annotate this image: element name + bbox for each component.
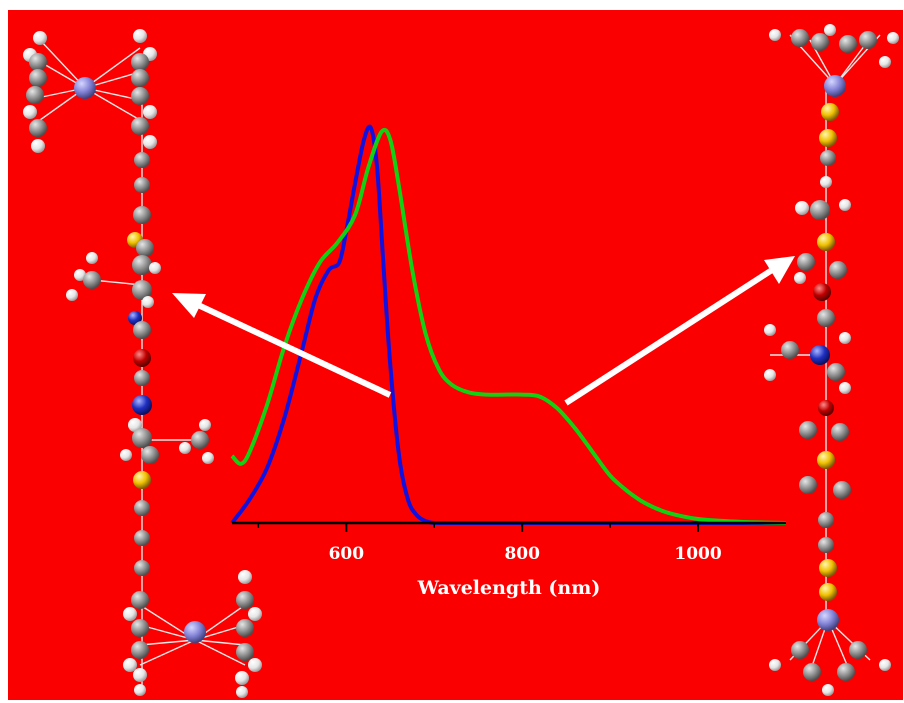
series-line — [230, 127, 787, 525]
metal-atom-icon — [824, 75, 846, 97]
series-2 — [230, 127, 787, 525]
tick-layer: 600 800 1000 — [257, 523, 722, 564]
x-tick-label: 600 — [329, 544, 365, 564]
arrow-to-left-molecule — [172, 293, 392, 398]
molecule-right-atoms — [764, 24, 899, 696]
molecule-left — [23, 29, 262, 698]
x-axis-title: Wavelength (nm) — [417, 577, 601, 599]
arrow-to-right-molecule — [564, 256, 795, 406]
metal-atom-icon — [817, 609, 839, 631]
metal-atom-icon — [74, 77, 96, 99]
molecule-right — [764, 24, 899, 696]
x-tick-label: 800 — [504, 544, 540, 564]
x-axis: 600 800 1000 Wavelength (nm) — [232, 521, 786, 599]
metal-atom-icon — [184, 621, 206, 643]
figure-background — [8, 10, 903, 700]
annotation-arrows — [172, 256, 795, 406]
x-tick-label: 1000 — [674, 544, 721, 564]
molecule-left-atoms — [23, 29, 262, 698]
chart: 600 800 1000 Wavelength (nm) — [230, 124, 787, 599]
